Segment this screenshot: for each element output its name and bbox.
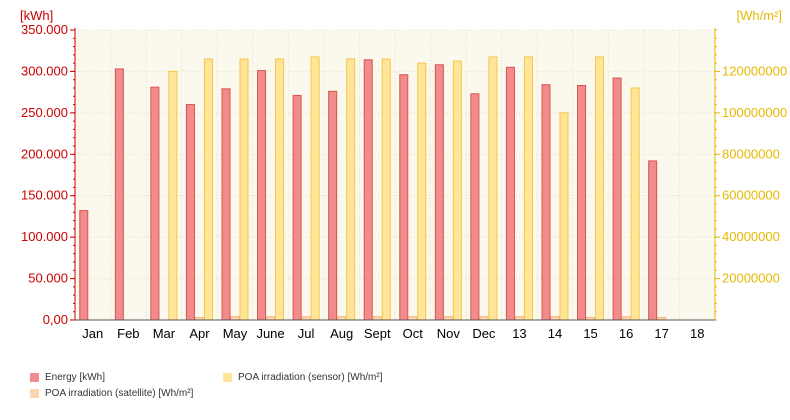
bar-energy-0 [79,210,89,321]
left-axis-tick-label: 100.000 [21,229,68,244]
bar-energy-6 [292,94,302,321]
legend-swatch [30,389,39,398]
x-axis-category-label: Aug [330,326,353,341]
bar-energy-14 [577,85,587,321]
x-axis-category-label: 18 [690,326,704,341]
bar-energy-10 [434,64,444,321]
right-axis-unit-label: [Wh/m²] [737,8,783,23]
bar-poa-sensor-8 [381,58,391,321]
bar-poa-sensor-15 [630,87,640,321]
bar-energy-8 [363,59,373,321]
bar-poa-sensor-2 [168,70,178,321]
bar-energy-15 [612,77,622,321]
x-axis-category-label: 15 [583,326,597,341]
x-axis-category-label: Feb [117,326,139,341]
left-axis-tick-label: 200.000 [21,146,68,161]
x-axis-category-label: Apr [189,326,210,341]
right-axis-tick-label: 100000000 [722,105,787,120]
bar-poa-sensor-14 [595,56,605,321]
legend-item: POA irradiation (satellite) [Wh/m²] [30,388,193,399]
bar-energy-11 [470,93,480,321]
legend-swatch [30,373,39,382]
bar-poa-sensor-7 [346,58,356,321]
bar-energy-1 [114,68,124,321]
x-axis-category-label: Oct [403,326,424,341]
x-axis-category-label: May [223,326,248,341]
bar-poa-sensor-5 [275,58,285,321]
bar-poa-sensor-3 [203,58,213,321]
x-axis-category-label: 13 [512,326,526,341]
bar-poa-sensor-9 [417,62,427,321]
right-axis-tick-label: 80000000 [722,146,780,161]
left-axis-tick-label: 150.000 [21,188,68,203]
right-axis-tick-label: 120000000 [722,63,787,78]
left-axis-unit-label: [kWh] [20,8,53,23]
bar-energy-9 [399,74,409,321]
x-axis-category-label: Jan [82,326,103,341]
legend: Energy [kWh] POA irradiation (satellite) … [30,372,630,412]
legend-label: POA irradiation (sensor) [Wh/m²] [238,372,383,383]
x-axis-category-label: 17 [654,326,668,341]
bar-energy-16 [648,160,658,321]
left-axis-tick-label: 50.000 [28,271,68,286]
legend-item: POA irradiation (sensor) [Wh/m²] [223,372,382,383]
bar-poa-sensor-6 [310,56,320,321]
bar-poa-sensor-10 [452,60,462,321]
right-axis-tick-label: 60000000 [722,188,780,203]
bar-energy-13 [541,84,551,321]
legend-swatch [223,373,232,382]
x-axis-category-label: 16 [619,326,633,341]
bar-energy-5 [257,70,267,321]
right-axis-tick-label: 40000000 [722,229,780,244]
legend-item: Energy [kWh] [30,372,105,383]
x-axis-category-label: Sept [364,326,391,341]
left-axis-tick-label: 0,00 [43,312,68,327]
bar-poa-sensor-13 [559,112,569,321]
bar-energy-7 [328,90,338,321]
bar-energy-4 [221,88,231,321]
x-axis-category-label: Mar [153,326,176,341]
bar-poa-sensor-11 [488,56,498,321]
x-axis-category-label: 14 [548,326,562,341]
bar-energy-3 [185,104,195,321]
bar-energy-2 [150,86,160,321]
x-axis-category-label: Jul [298,326,315,341]
chart-svg: 0,00 50.000 100.000 150.000 200.000 250.000 30… [20,8,787,341]
legend-label: Energy [kWh] [45,372,106,383]
x-axis-category-label: Dec [472,326,496,341]
bar-energy-12 [505,66,515,321]
left-axis-tick-label: 350.000 [21,22,68,37]
x-axis-category-label: Nov [437,326,461,341]
bar-poa-sensor-12 [523,56,533,321]
legend-label: POA irradiation (satellite) [Wh/m²] [45,388,194,399]
left-axis-tick-label: 250.000 [21,105,68,120]
right-axis-tick-label: 20000000 [722,271,780,286]
bar-poa-sensor-4 [239,58,249,321]
left-axis-tick-label: 300.000 [21,63,68,78]
x-axis-category-label: June [256,326,284,341]
